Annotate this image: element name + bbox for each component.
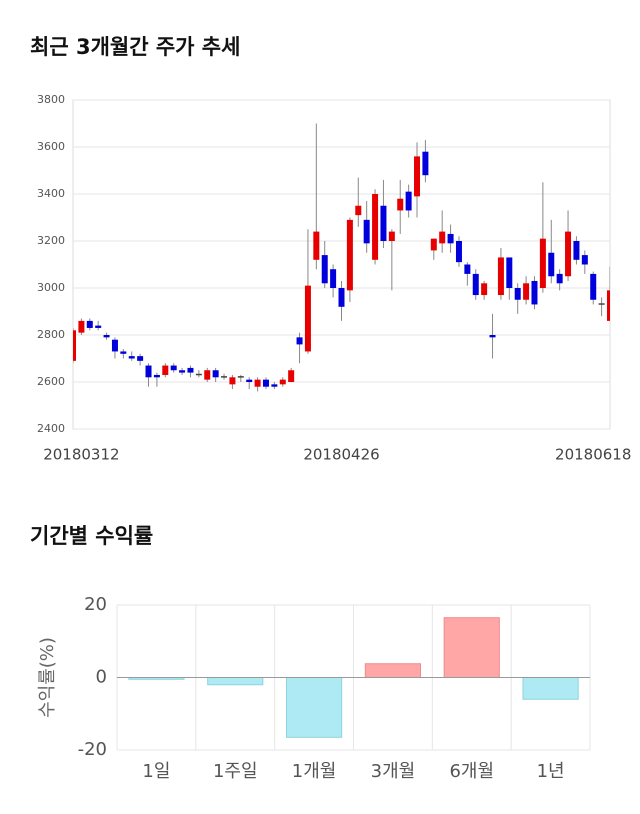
candle-body xyxy=(531,280,538,305)
candle-body xyxy=(271,384,278,387)
candle-body xyxy=(430,238,437,251)
y-tick-label: 2600 xyxy=(37,375,65,388)
candle-body xyxy=(120,351,127,354)
y-tick-label: 3200 xyxy=(37,234,65,247)
candle-body xyxy=(103,335,110,338)
y-tick-label: 3000 xyxy=(37,281,65,294)
chart-title: 최근 3개월간 주가 추세 xyxy=(30,35,240,59)
candle-body xyxy=(262,379,269,387)
candle-body xyxy=(187,367,194,373)
y-tick-label: 2800 xyxy=(37,328,65,341)
x-tick-label: 3개월 xyxy=(371,761,416,782)
candle-body xyxy=(590,273,597,300)
bar xyxy=(207,677,264,686)
candle-body xyxy=(204,370,211,380)
candle-body xyxy=(607,290,610,321)
x-tick-label: 1개월 xyxy=(292,761,337,782)
candle-body xyxy=(346,219,353,291)
x-tick-label: 20180618 xyxy=(555,446,631,464)
candle-body xyxy=(229,377,236,385)
candle-body xyxy=(464,264,471,274)
candle-body xyxy=(153,374,160,378)
x-tick-label: 6개월 xyxy=(449,761,494,782)
candle-body xyxy=(212,370,219,378)
candle-body xyxy=(472,273,479,296)
plot-frame xyxy=(72,99,611,430)
candle-body xyxy=(86,320,93,328)
y-tick-label: 3800 xyxy=(37,93,65,106)
candle-body xyxy=(363,219,370,244)
bar xyxy=(285,677,343,738)
candle-body xyxy=(497,257,504,296)
candle-body xyxy=(313,231,320,260)
candle-body xyxy=(162,365,169,375)
candle-body xyxy=(388,231,395,241)
candle-body xyxy=(246,379,253,382)
bar xyxy=(443,617,500,678)
x-tick-label: 1일 xyxy=(142,761,170,782)
candle-body xyxy=(145,365,152,378)
candle-body xyxy=(321,255,328,284)
candle-body xyxy=(405,191,412,211)
candle-body xyxy=(581,255,588,265)
candle-body xyxy=(179,370,186,373)
candle-body xyxy=(422,151,429,176)
y-tick-label: 3600 xyxy=(37,140,65,153)
x-tick-label: 20180312 xyxy=(43,446,119,464)
candle-body xyxy=(279,379,286,385)
candle-body xyxy=(598,303,605,305)
candle-body xyxy=(481,283,488,296)
candle-body xyxy=(304,285,311,352)
bar xyxy=(364,663,422,678)
candle-body xyxy=(338,288,345,307)
y-tick-label: 20 xyxy=(84,594,107,615)
candle-body xyxy=(73,330,76,361)
candle-body xyxy=(78,320,85,333)
candle-body xyxy=(372,194,379,260)
candle-body xyxy=(548,252,555,277)
candle-body xyxy=(355,205,362,216)
candle-body xyxy=(556,273,563,284)
y-tick-label: 3400 xyxy=(37,187,65,200)
chart-title: 기간별 수익률 xyxy=(30,524,153,548)
candle-body xyxy=(414,156,421,197)
candle-body xyxy=(439,231,446,244)
x-tick-label: 20180426 xyxy=(303,446,379,464)
candle-body xyxy=(111,339,118,352)
candle-body xyxy=(380,205,387,241)
candle-body xyxy=(514,288,521,300)
candle-body xyxy=(137,356,144,361)
y-axis-label: 수익률(%) xyxy=(37,637,58,718)
candle-body xyxy=(447,233,454,244)
candle-body xyxy=(288,370,295,382)
x-tick-label: 1년 xyxy=(537,761,565,782)
bar xyxy=(522,677,579,700)
candle-body xyxy=(455,241,462,263)
candle-body xyxy=(506,257,513,288)
candle-body xyxy=(254,379,261,387)
candle-body xyxy=(128,356,135,359)
y-tick-label: 2400 xyxy=(37,422,65,435)
candle-body xyxy=(237,376,244,378)
candle-body xyxy=(95,325,102,328)
candle-body xyxy=(539,238,546,288)
candle-body xyxy=(523,283,530,300)
candle-body xyxy=(489,335,496,338)
candle-body xyxy=(195,373,202,376)
candle-body xyxy=(565,231,572,277)
candle-body xyxy=(397,198,404,211)
candle-body xyxy=(296,337,303,345)
candle-body xyxy=(170,365,177,371)
x-tick-label: 1주일 xyxy=(213,761,258,782)
y-tick-label: 0 xyxy=(96,667,107,688)
candle-body xyxy=(221,376,228,378)
candle-body xyxy=(573,241,580,260)
y-tick-label: -20 xyxy=(78,739,107,760)
candle-body xyxy=(330,269,337,288)
